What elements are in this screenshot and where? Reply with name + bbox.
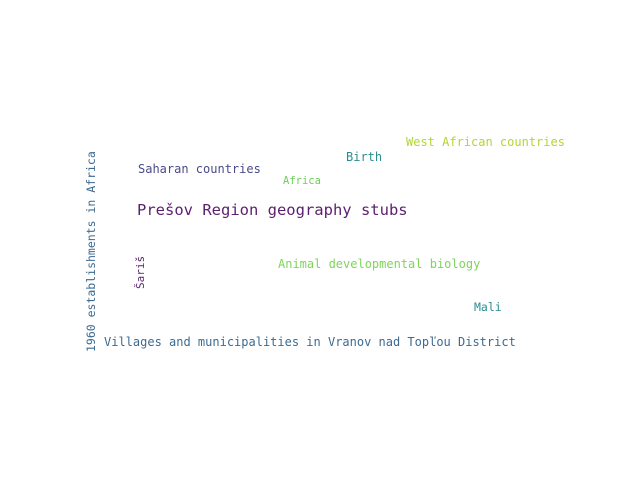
word-1960-establishments-in-africa: 1960 establishments in Africa xyxy=(84,151,98,352)
word-mali: Mali xyxy=(474,300,502,314)
word-saris: Šariš xyxy=(134,255,147,289)
word-presov-region-geography-stubs: Prešov Region geography stubs xyxy=(137,201,408,219)
word-africa: Africa xyxy=(283,175,321,187)
word-saharan-countries: Saharan countries xyxy=(138,162,261,176)
word-birth: Birth xyxy=(346,150,383,164)
word-animal-developmental-biology: Animal developmental biology xyxy=(278,257,481,271)
word-west-african-countries: West African countries xyxy=(406,135,565,149)
word-villages-and-municipalities: Villages and municipalities in Vranov na… xyxy=(104,335,516,349)
